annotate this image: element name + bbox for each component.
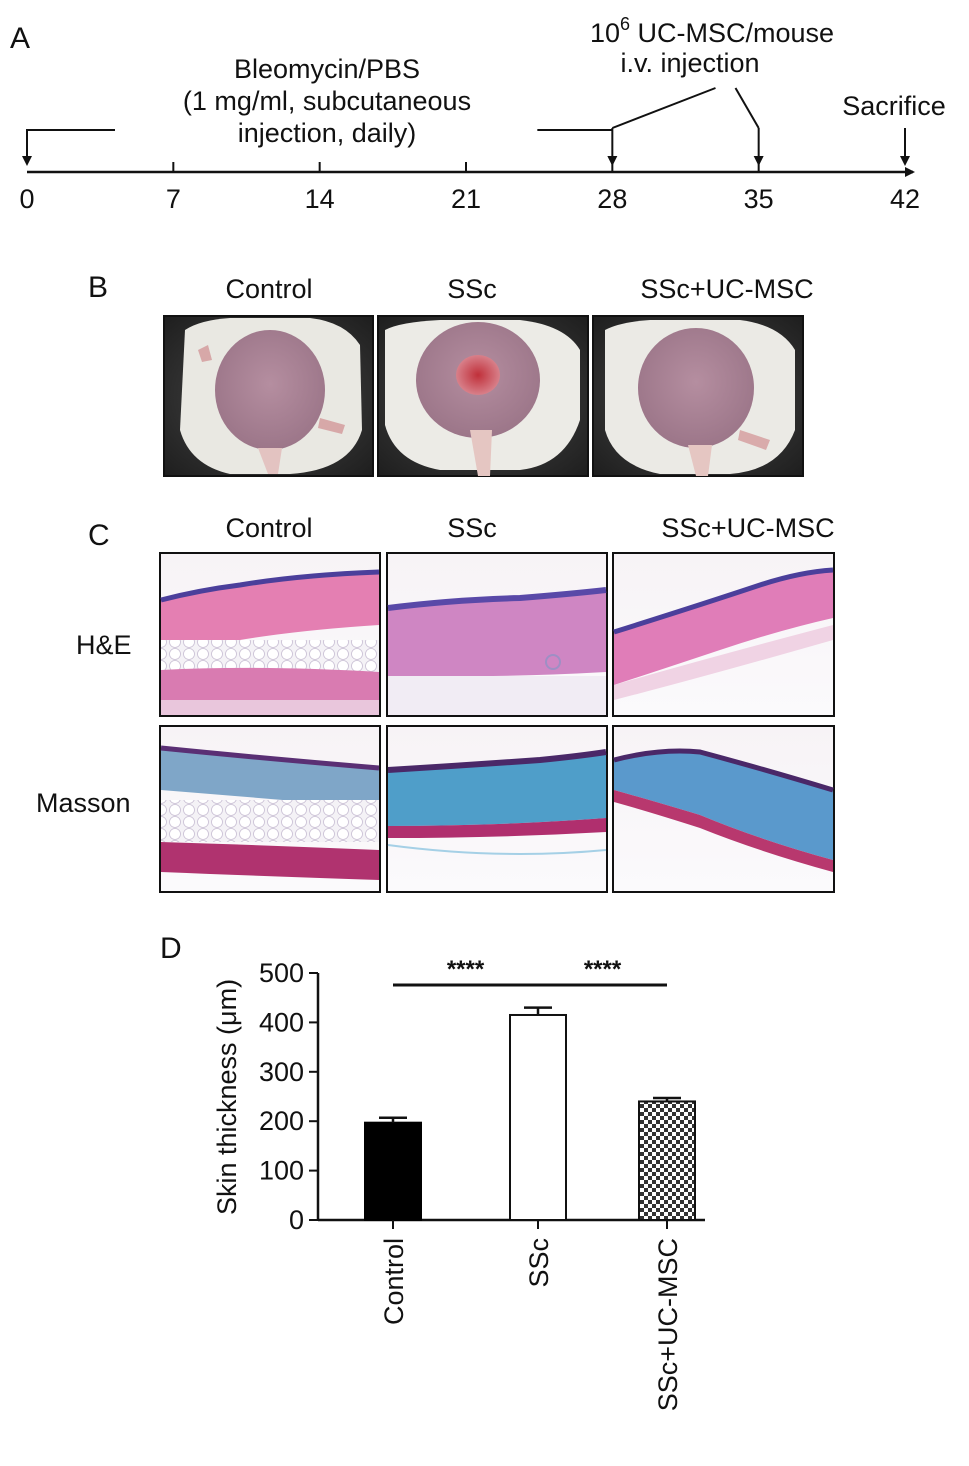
bleomycin-label-line3: injection, daily) [238, 118, 417, 148]
panel-a-timeline: A 0 7 14 21 28 35 42 Bleomycin/PBS (1 mg/ml, s… [10, 14, 946, 214]
panel-b-header-ssc: SSc [447, 274, 497, 304]
mouse-photo-control [163, 315, 374, 477]
timeline-tick-label: 7 [166, 184, 181, 214]
panel-c-header-ssc: SSc [447, 513, 497, 543]
panel-c-row-masson: Masson [36, 788, 131, 818]
msc-label-sup: 6 [620, 14, 630, 34]
masson-section-ssc-ucmsc [612, 725, 835, 893]
x-tick-label-0: Control [379, 1238, 409, 1325]
panel-c-histology: C Control SSc SSc+UC-MSC H&E Masson [36, 513, 835, 893]
timeline-tick-label: 28 [597, 184, 627, 214]
y-tick-label: 500 [259, 958, 304, 988]
panel-c-header-ssc-ucmsc: SSc+UC-MSC [661, 513, 834, 543]
bar-1 [509, 1013, 567, 1221]
bleomycin-label-line2: (1 mg/ml, subcutaneous [183, 86, 471, 116]
timeline: 0 7 14 21 28 35 42 [19, 87, 920, 214]
timeline-tick-label: 14 [305, 184, 335, 214]
bar-2 [638, 1100, 696, 1221]
panel-b-letter: B [88, 271, 108, 304]
x-tick-label-2: SSc+UC-MSC [653, 1238, 683, 1411]
timeline-tick-label: 35 [744, 184, 774, 214]
timeline-tick-label: 21 [451, 184, 481, 214]
panel-b-photos: B Control SSc SSc+UC-MSC [88, 271, 814, 477]
he-section-ssc [386, 552, 608, 717]
msc-label-base: 10 [590, 18, 620, 48]
panel-c-row-he: H&E [76, 630, 132, 660]
bleomycin-label-line1: Bleomycin/PBS [234, 54, 420, 84]
panel-b-header-control: Control [225, 274, 312, 304]
y-tick-label: 300 [259, 1057, 304, 1087]
msc-arrow-diagonal [611, 87, 716, 129]
timeline-tick-label: 42 [890, 184, 920, 214]
y-axis-label: Skin thickness (μm) [212, 979, 242, 1215]
msc-label-rest: UC-MSC/mouse [630, 18, 834, 48]
bar-0 [364, 1121, 422, 1222]
he-section-ssc-ucmsc [612, 552, 835, 717]
panel-d-chart: D Skin thickness (μm) 0 100 200 300 400 500 Co… [160, 932, 705, 1411]
masson-section-control [159, 725, 381, 893]
msc-label-line1: 106 UC-MSC/mouse [590, 14, 834, 48]
panel-a-letter: A [10, 22, 30, 55]
bar-chart: 0 100 200 300 400 500 Control SSc SSc+UC-MSC ****… [259, 956, 705, 1411]
sacrifice-label: Sacrifice [842, 91, 946, 121]
panel-c-header-control: Control [225, 513, 312, 543]
y-tick-label: 400 [259, 1007, 304, 1037]
msc-label-line2: i.v. injection [620, 48, 759, 78]
mouse-photo-ssc [377, 315, 589, 477]
panel-c-letter: C [88, 519, 110, 552]
y-tick-label: 0 [289, 1205, 304, 1235]
bleomycin-bracket-left [26, 129, 115, 164]
significance-label-0: **** [447, 956, 485, 983]
msc-arrow-diagonal [734, 87, 760, 129]
y-tick-label: 100 [259, 1156, 304, 1186]
masson-section-ssc [386, 725, 608, 893]
panel-d-letter: D [160, 932, 182, 965]
timeline-tick-label: 0 [19, 184, 34, 214]
significance-label-1: **** [584, 956, 622, 983]
x-tick-label-1: SSc [524, 1238, 554, 1288]
mouse-photo-ssc-ucmsc [592, 315, 804, 477]
panel-b-header-ssc-ucmsc: SSc+UC-MSC [640, 274, 813, 304]
y-tick-label: 200 [259, 1106, 304, 1136]
he-section-control [159, 552, 381, 717]
